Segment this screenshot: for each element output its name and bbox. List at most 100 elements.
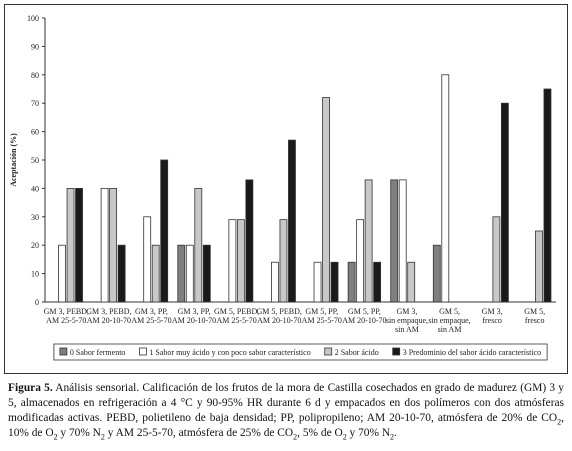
legend-swatch: [324, 347, 333, 356]
bar: [390, 179, 399, 303]
bar: [347, 261, 356, 303]
bar: [271, 261, 279, 303]
legend-swatch: [392, 347, 401, 356]
x-tick-label: GM 5, PEBD,: [214, 307, 259, 316]
caption-subscript: 2: [390, 432, 395, 442]
caption-text: y 70% N: [57, 427, 101, 439]
y-tick-label: 70: [31, 99, 39, 108]
caption-subscript: 2: [342, 432, 347, 442]
y-tick-label: 90: [31, 42, 39, 51]
bar: [202, 244, 211, 303]
bar: [364, 179, 373, 303]
bar: [441, 74, 450, 303]
bar: [194, 187, 203, 303]
bar: [407, 261, 416, 303]
y-tick-label: 0: [35, 298, 39, 307]
y-axis-label: Aceptación (%): [9, 133, 18, 187]
x-tick-label: AM 25-5-70: [46, 316, 86, 325]
bar: [245, 179, 254, 303]
bar: [398, 179, 407, 303]
legend-label: 0 Sabor fermento: [70, 348, 126, 357]
bar: [151, 244, 160, 303]
caption-subscript: 2: [557, 417, 562, 427]
x-tick-label: sin AM: [438, 325, 462, 334]
x-tick-label: sin empaque,: [386, 316, 428, 325]
legend-label: 2 Sabor ácido: [335, 348, 379, 357]
legend-box: [53, 343, 548, 361]
x-tick-label: GM 3,: [482, 307, 503, 316]
x-tick-label: GM 3, PP,: [135, 307, 168, 316]
bar: [236, 219, 245, 303]
x-tick-label: GM 3, PEBD,: [86, 307, 131, 316]
bar: [492, 216, 501, 303]
x-tick-label: GM 5, PP,: [348, 307, 381, 316]
x-tick-label: sin AM: [395, 325, 419, 334]
y-tick-label: 100: [27, 14, 39, 23]
bar: [543, 88, 552, 303]
bar: [500, 102, 509, 303]
chart-border: [4, 4, 568, 374]
x-tick-label: AM 20-10-70: [87, 316, 131, 325]
y-tick-label: 10: [31, 270, 39, 279]
caption-text: , 10% de O: [8, 412, 564, 439]
caption: Figura 5. Análisis sensorial. Calificaci…: [8, 381, 564, 441]
bar: [185, 244, 194, 303]
x-tick-label: GM 3,: [397, 307, 418, 316]
caption-text: Análisis sensorial. Calificación de los …: [8, 382, 564, 424]
bar: [100, 187, 109, 303]
y-tick-label: 50: [31, 156, 39, 165]
x-tick-label: GM 3, PP,: [178, 307, 211, 316]
bar: [177, 244, 186, 303]
caption-text: .: [394, 427, 397, 439]
x-tick-label: sin empaque,: [428, 316, 470, 325]
caption-subscript: 2: [53, 432, 58, 442]
y-tick-label: 30: [31, 213, 39, 222]
bar: [109, 187, 118, 303]
x-tick-label: AM 20-10-70: [342, 316, 386, 325]
bar: [288, 139, 296, 303]
x-tick-label: GM 5, PP,: [305, 307, 338, 316]
bar: [228, 219, 237, 303]
caption-text: , 5% de O: [297, 427, 343, 439]
bar: [330, 261, 339, 303]
legend-label: 1 Sabor muy ácido y con poco sabor carac…: [149, 348, 310, 357]
bar: [75, 187, 83, 303]
chart: Aceptación (%) 0 10 20 30 40 50 60 70 80 90 100 GM …: [4, 4, 568, 374]
caption-subscript: 2: [100, 432, 105, 442]
legend-swatch: [139, 347, 147, 356]
caption-label: Figura 5.: [8, 382, 53, 394]
bar: [143, 216, 152, 303]
bar: [322, 97, 330, 303]
x-tick-label: AM 25-5-70: [302, 316, 342, 325]
bar: [160, 159, 169, 303]
y-tick-label: 60: [31, 128, 39, 137]
x-tick-label: GM 3, PEBD,: [44, 307, 89, 316]
bar: [535, 230, 543, 303]
x-tick-label: fresco: [482, 316, 502, 325]
bar: [373, 261, 382, 303]
bar: [432, 244, 441, 303]
x-tick-label: fresco: [525, 316, 545, 325]
x-tick-label: GM 5, PEBD,: [257, 307, 302, 316]
bar: [356, 219, 365, 303]
caption-text: y 70% N: [346, 427, 391, 439]
x-tick-label: GM 5,: [524, 307, 545, 316]
bar: [58, 244, 66, 303]
bar: [66, 187, 75, 303]
caption-subscript: 2: [293, 432, 298, 442]
x-tick-label: AM 25-5-70: [217, 316, 257, 325]
x-tick-label: AM 25-5-70: [131, 316, 171, 325]
bar: [117, 244, 126, 303]
x-tick-label: GM 5,: [439, 307, 460, 316]
bar: [279, 219, 288, 303]
y-tick-label: 20: [31, 241, 39, 250]
legend-swatch: [59, 347, 68, 356]
y-tick-label: 40: [31, 184, 39, 193]
legend-label: 3 Predominio del sabor ácido característ…: [403, 348, 541, 357]
y-tick-label: 80: [31, 71, 39, 80]
x-tick-label: AM 20-10-70: [172, 316, 216, 325]
x-tick-label: AM 20-10-70: [257, 316, 301, 325]
caption-text: y AM 25-5-70, atmósfera de 25% de CO: [104, 427, 294, 439]
bar: [313, 261, 322, 303]
